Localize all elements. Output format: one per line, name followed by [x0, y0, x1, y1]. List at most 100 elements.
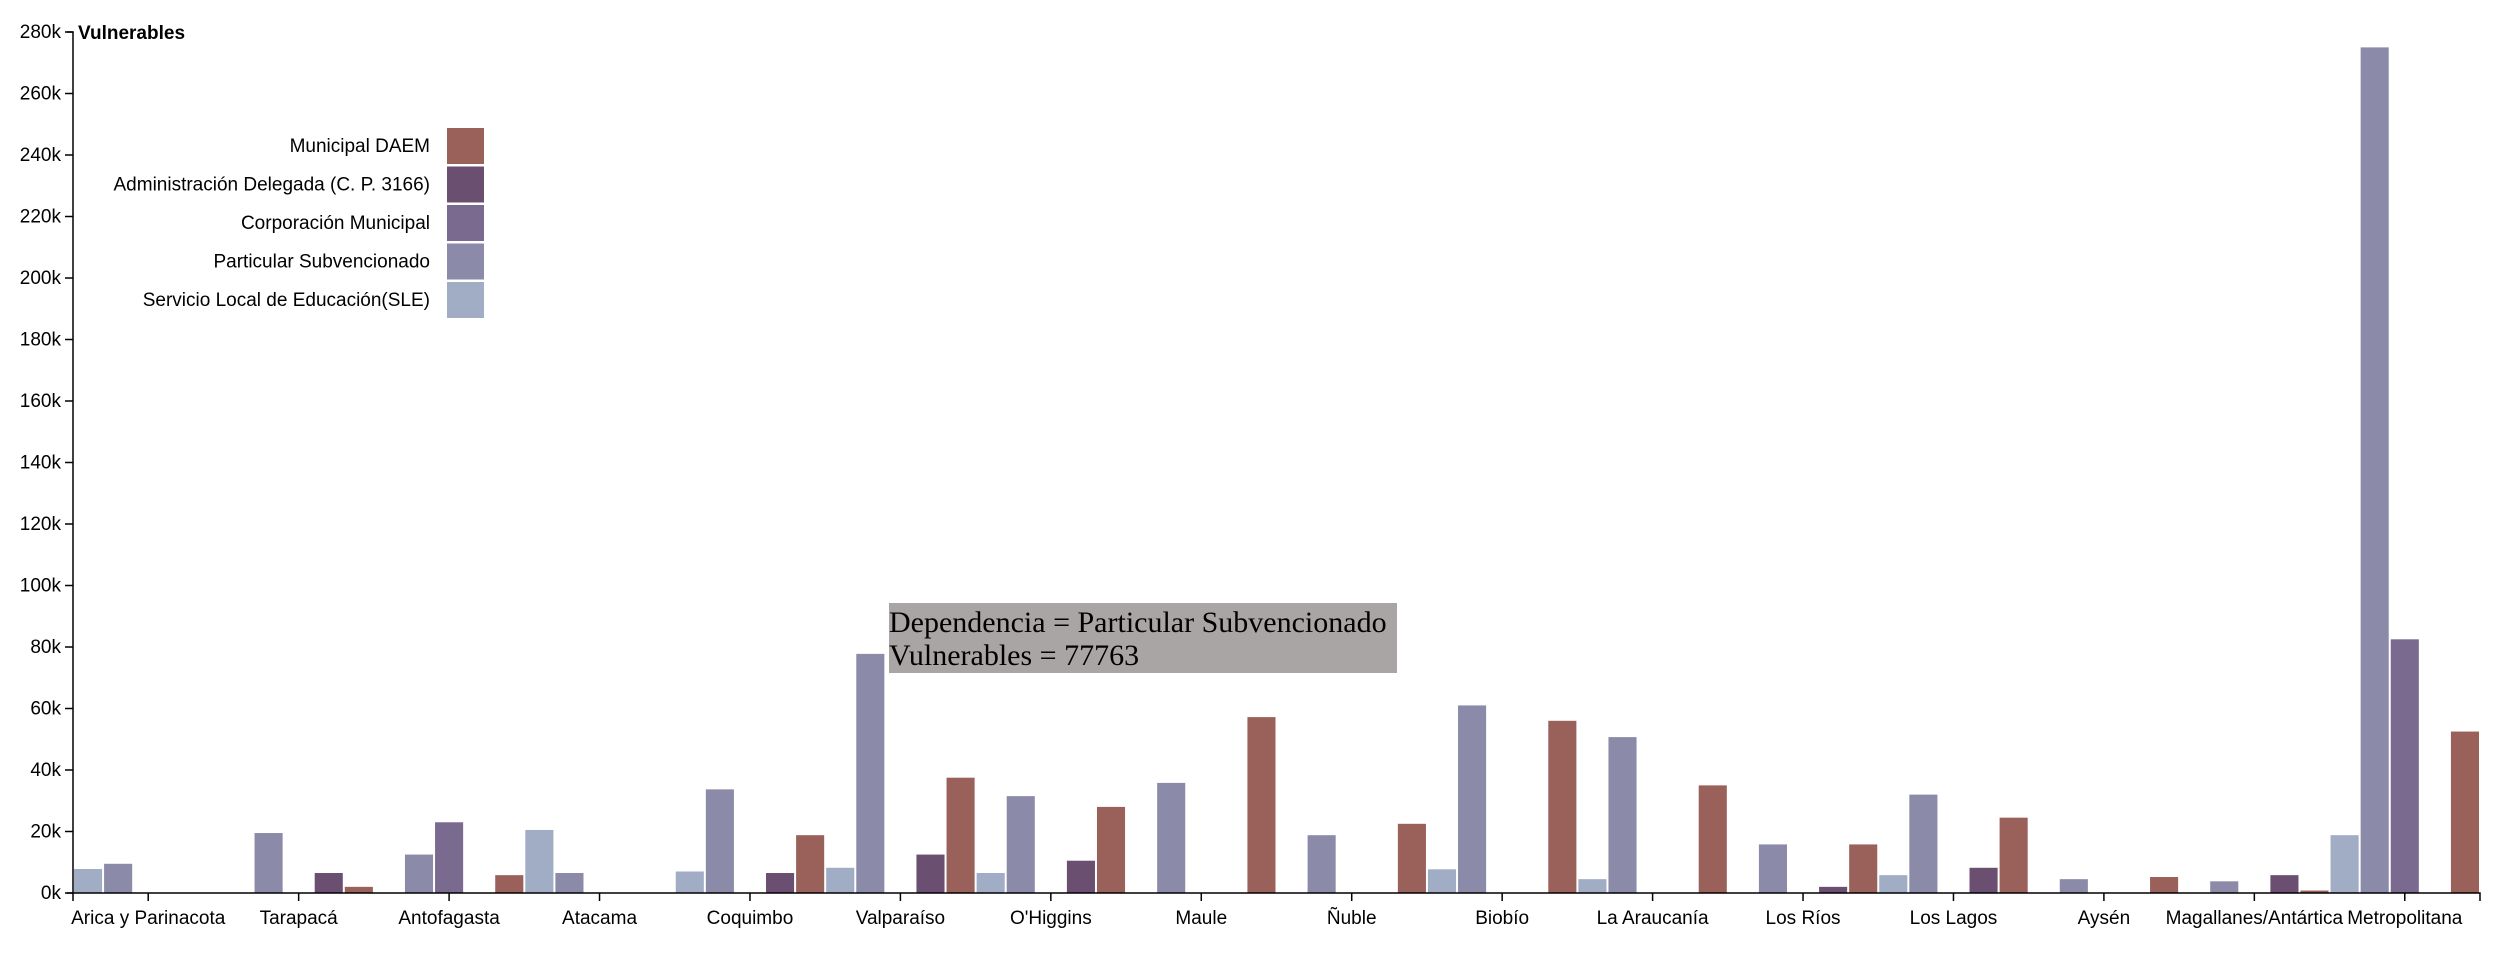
bar-valparaiso-servicio-local-de-educacion-sle[interactable] — [826, 867, 855, 893]
y-tick-label: 20k — [30, 822, 61, 843]
bar-o-higgins-servicio-local-de-educacion-sle[interactable] — [976, 873, 1005, 893]
y-tick-label: 40k — [30, 760, 61, 781]
bar-los-lagos-servicio-local-de-educacion-sle[interactable] — [1879, 875, 1908, 893]
bar-metropolitana-servicio-local-de-educacion-sle[interactable] — [2330, 835, 2359, 893]
legend-label-corporacion-municipal: Corporación Municipal — [241, 213, 430, 234]
bar-o-higgins-administracion-delegada-c-p-3166[interactable] — [1066, 860, 1095, 893]
tooltip-line-2: Vulnerables = 77763 — [889, 639, 1139, 672]
x-tick-label-coquimbo: Coquimbo — [707, 908, 794, 929]
bar-la-araucania-particular-subvencionado[interactable] — [1608, 737, 1637, 893]
y-tick-label: 280k — [20, 22, 62, 43]
bar-los-lagos-municipal-daem[interactable] — [1999, 817, 2028, 893]
x-tick-label-magallanes-antartica: Magallanes/Antártica — [2166, 908, 2344, 929]
x-tick-label-antofagasta: Antofagasta — [398, 908, 500, 929]
y-tick-label: 180k — [20, 330, 62, 351]
x-tick-label-nuble: Ñuble — [1327, 907, 1377, 929]
bar-magallanes-antartica-particular-subvencionado[interactable] — [2210, 881, 2239, 893]
bar-los-rios-municipal-daem[interactable] — [1849, 844, 1878, 893]
bar-tarapaca-administracion-delegada-c-p-3166[interactable] — [314, 873, 343, 893]
bar-la-araucania-municipal-daem[interactable] — [1698, 785, 1727, 894]
x-tick-label-metropolitana: Metropolitana — [2347, 908, 2463, 929]
tooltip-background — [889, 603, 1397, 673]
x-tick-label-tarapaca: Tarapacá — [260, 908, 339, 929]
bar-magallanes-antartica-administracion-delegada-c-p-3166[interactable] — [2270, 875, 2299, 893]
bar-o-higgins-particular-subvencionado[interactable] — [1006, 796, 1035, 893]
legend-swatch-municipal-daem — [447, 128, 484, 164]
bar-nuble-municipal-daem[interactable] — [1397, 823, 1426, 893]
x-tick-label-la-araucania: La Araucanía — [1597, 908, 1709, 929]
bar-valparaiso-particular-subvencionado[interactable] — [856, 653, 885, 893]
x-tick-label-maule: Maule — [1175, 908, 1227, 929]
legend-swatch-servicio-local-de-educacion-sle — [447, 282, 484, 318]
y-tick-label: 60k — [30, 699, 61, 720]
bar-valparaiso-administracion-delegada-c-p-3166[interactable] — [916, 854, 945, 893]
y-axis: 0k 20k 40k 60k 80k 100k 120k 140k 160k 180k 200k 22… — [20, 22, 74, 904]
x-tick-label-valparaiso: Valparaíso — [856, 908, 945, 929]
y-tick-label: 80k — [30, 637, 61, 658]
y-tick-label: 120k — [20, 514, 62, 535]
bar-antofagasta-corporacion-municipal[interactable] — [435, 822, 464, 893]
legend-swatch-corporacion-municipal — [447, 205, 484, 241]
bar-los-lagos-particular-subvencionado[interactable] — [1909, 794, 1938, 893]
y-tick-label: 140k — [20, 453, 62, 474]
tooltip: Dependencia = Particular Subvencionado V… — [889, 603, 1397, 673]
y-tick-label: 220k — [20, 207, 62, 228]
bar-metropolitana-corporacion-municipal[interactable] — [2390, 639, 2419, 893]
legend-swatch-administracion-delegada-c-p-3166 — [447, 166, 484, 203]
bar-coquimbo-administracion-delegada-c-p-3166[interactable] — [766, 873, 795, 893]
y-tick-label: 0k — [41, 883, 62, 904]
bar-aysen-particular-subvencionado[interactable] — [2059, 879, 2088, 893]
x-tick-label-biobio: Biobío — [1475, 908, 1529, 929]
bar-coquimbo-particular-subvencionado[interactable] — [705, 789, 734, 893]
bar-coquimbo-municipal-daem[interactable] — [796, 835, 825, 893]
y-tick-label: 240k — [20, 145, 62, 166]
bar-atacama-particular-subvencionado[interactable] — [555, 873, 584, 893]
legend-label-administracion-delegada-c-p-3166: Administración Delegada (C. P. 3166) — [114, 175, 431, 196]
bar-coquimbo-servicio-local-de-educacion-sle[interactable] — [675, 871, 704, 893]
bar-nuble-particular-subvencionado[interactable] — [1307, 835, 1336, 893]
y-tick-label: 160k — [20, 391, 62, 412]
y-tick-label: 100k — [20, 576, 62, 597]
legend-label-particular-subvencionado: Particular Subvencionado — [213, 252, 430, 273]
legend-label-servicio-local-de-educacion-sle: Servicio Local de Educación(SLE) — [143, 290, 430, 311]
legend-swatch-particular-subvencionado — [447, 243, 484, 280]
x-tick-label-los-rios: Los Ríos — [1766, 908, 1841, 929]
bar-los-rios-administracion-delegada-c-p-3166[interactable] — [1819, 886, 1848, 893]
bar-arica-y-parinacota-particular-subvencionado[interactable] — [104, 863, 133, 893]
y-tick-label: 260k — [20, 84, 62, 105]
bar-antofagasta-particular-subvencionado[interactable] — [404, 854, 434, 893]
legend: Municipal DAEM Administración Delegada (C… — [114, 128, 484, 318]
bar-tarapaca-particular-subvencionado[interactable] — [254, 833, 283, 893]
y-tick-label: 200k — [20, 268, 62, 289]
bar-los-rios-particular-subvencionado[interactable] — [1758, 844, 1787, 893]
x-axis-line — [72, 892, 2481, 901]
bar-biobio-particular-subvencionado[interactable] — [1458, 705, 1487, 893]
bar-tarapaca-municipal-daem[interactable] — [344, 886, 373, 893]
x-tick-label-atacama: Atacama — [562, 908, 637, 929]
bar-metropolitana-particular-subvencionado[interactable] — [2360, 47, 2389, 894]
bar-biobio-municipal-daem[interactable] — [1548, 720, 1577, 893]
x-tick-label-arica-y-parinacota: Arica y Parinacota — [71, 908, 226, 929]
bar-atacama-servicio-local-de-educacion-sle[interactable] — [525, 829, 554, 893]
bar-aysen-municipal-daem[interactable] — [2150, 877, 2179, 893]
x-tick-label-los-lagos: Los Lagos — [1910, 908, 1998, 929]
bar-maule-municipal-daem[interactable] — [1247, 717, 1276, 893]
y-axis-label: Vulnerables — [78, 23, 185, 44]
x-axis: Arica y Parinacota Tarapacá Antofagasta Ata… — [71, 892, 2481, 929]
bar-los-lagos-administracion-delegada-c-p-3166[interactable] — [1969, 867, 1998, 893]
bar-metropolitana-municipal-daem[interactable] — [2450, 731, 2479, 893]
bar-biobio-servicio-local-de-educacion-sle[interactable] — [1427, 869, 1457, 893]
bar-la-araucania-servicio-local-de-educacion-sle[interactable] — [1578, 879, 1607, 893]
bar-antofagasta-municipal-daem[interactable] — [495, 875, 524, 893]
tooltip-line-1: Dependencia = Particular Subvencionado — [889, 606, 1387, 639]
bar-o-higgins-municipal-daem[interactable] — [1096, 806, 1126, 893]
x-tick-label-aysen: Aysén — [2078, 908, 2130, 929]
bar-arica-y-parinacota-servicio-local-de-educacion-sle[interactable] — [74, 869, 103, 893]
bar-magallanes-antartica-municipal-daem[interactable] — [2300, 890, 2329, 893]
x-tick-label-o-higgins: O'Higgins — [1010, 908, 1092, 929]
bar-valparaiso-municipal-daem[interactable] — [946, 777, 975, 893]
legend-label-municipal-daem: Municipal DAEM — [290, 136, 430, 157]
bar-maule-particular-subvencionado[interactable] — [1157, 782, 1186, 893]
bars-group — [74, 47, 2479, 894]
